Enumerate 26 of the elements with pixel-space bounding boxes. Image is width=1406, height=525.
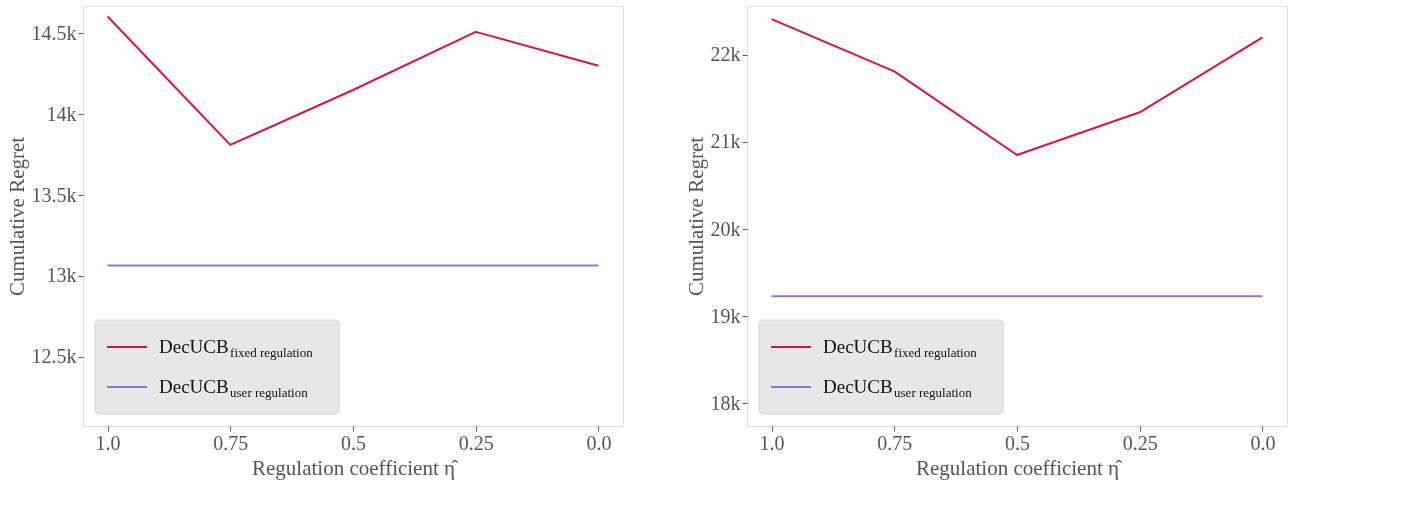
y-tick-label: 22k	[710, 43, 741, 66]
y-tick-label: 19k	[710, 304, 741, 327]
y-tick-label: 20k	[710, 217, 741, 240]
y-tick-label: 12.5k	[31, 345, 77, 368]
y-tick-label: 13k	[46, 264, 77, 287]
y-tick-label: 18k	[710, 391, 741, 414]
x-tick-label: 0.25	[1122, 431, 1158, 454]
x-tick-label: 0.0	[1250, 431, 1276, 454]
y-tick-label: 14.5k	[31, 21, 77, 44]
y-tick-label: 13.5k	[31, 183, 77, 206]
x-axis-title: Regulation coefficient η̂	[915, 455, 1124, 480]
x-tick-label: 0.75	[213, 431, 249, 454]
x-tick-label: 0.5	[341, 431, 366, 454]
y-axis-title: Cumulative Regret	[683, 136, 708, 297]
line-series	[106, 15, 600, 146]
x-tick-label: 1.0	[95, 431, 121, 454]
y-axis-title: Cumulative Regret	[4, 136, 29, 297]
y-tick-label: 21k	[710, 130, 741, 153]
x-tick-label: 0.75	[877, 431, 913, 454]
y-tick-label: 14k	[46, 102, 77, 125]
x-tick-label: 0.25	[458, 431, 494, 454]
x-tick-label: 1.0	[759, 431, 785, 454]
x-tick-label: 0.5	[1005, 431, 1030, 454]
line-series	[770, 18, 1264, 156]
x-tick-label: 0.0	[586, 431, 612, 454]
x-axis-title: Regulation coefficient η̂	[251, 455, 460, 480]
